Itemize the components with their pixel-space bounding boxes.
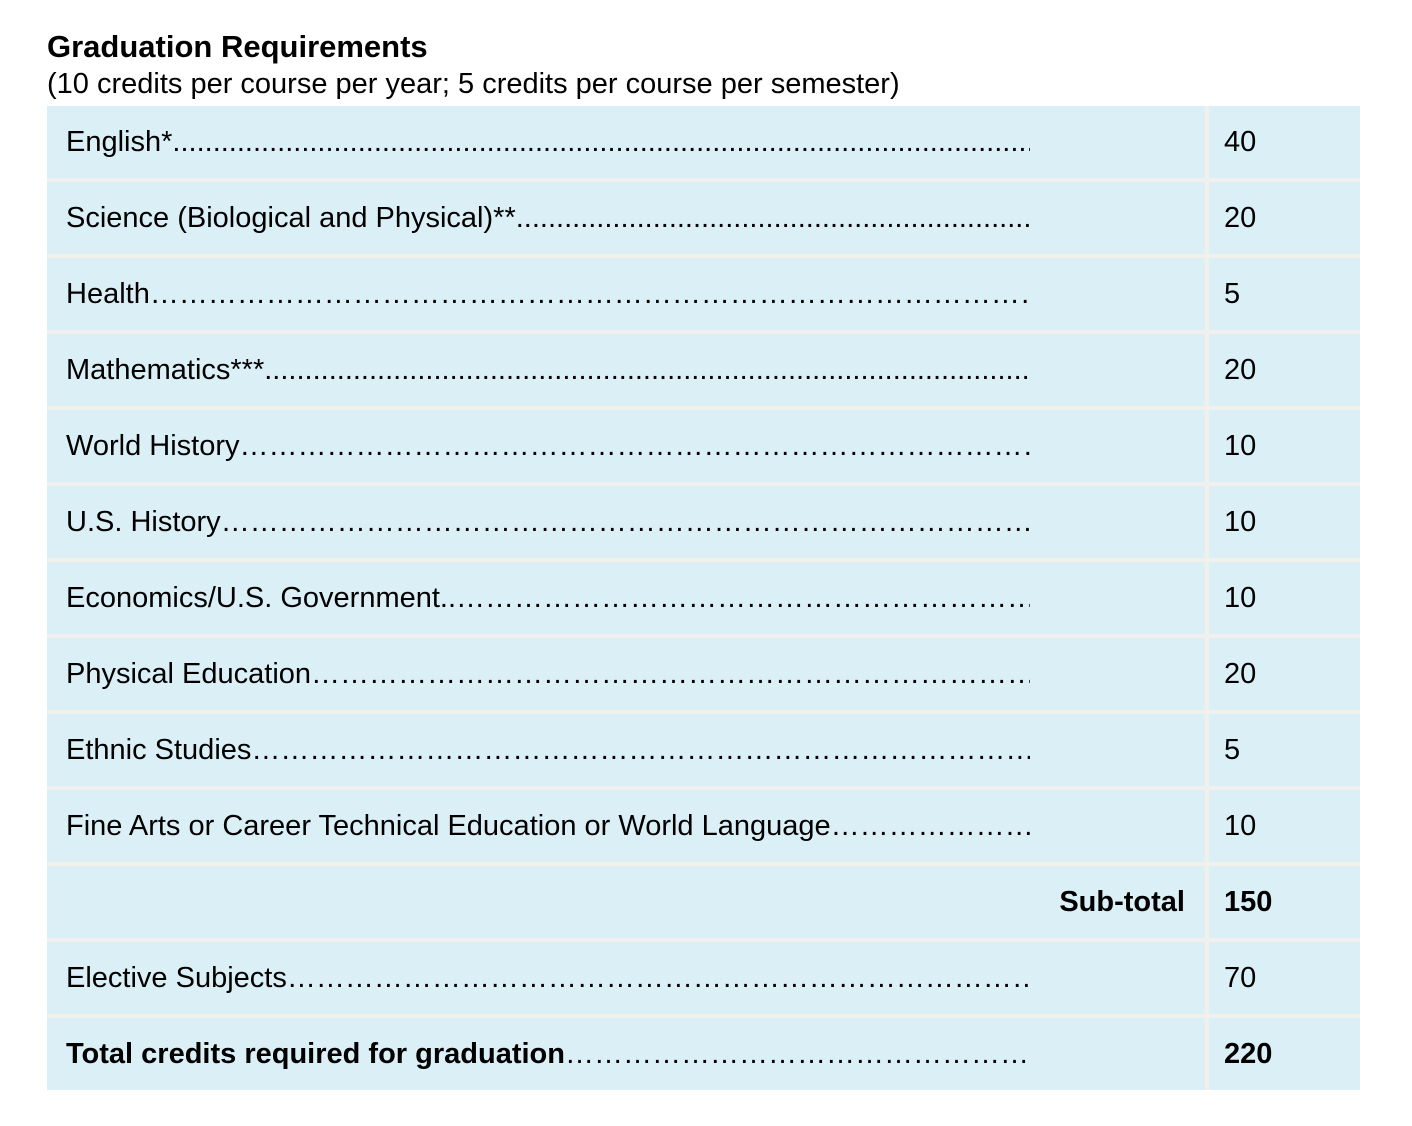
credits-cell: 10: [1209, 562, 1360, 634]
credits-value: 10: [1224, 581, 1257, 614]
dot-leader: ..………………………………………………………………………………………………………: [439, 581, 1030, 614]
table-row: Health……………………………………………………………………………………………: [47, 258, 1360, 330]
table-row: English*................................…: [47, 106, 1360, 178]
course-name-cell: Science (Biological and Physical)**.....…: [47, 182, 1205, 254]
credits-value: 70: [1224, 961, 1257, 994]
course-name-cell: U.S. History……………………………………………………………………………: [47, 486, 1205, 558]
dot-leader: ........................................…: [515, 201, 1030, 234]
table-row: Economics/U.S. Government..……………………………………: [47, 562, 1360, 634]
course-label: Economics/U.S. Government: [66, 581, 440, 614]
table-row: Fine Arts or Career Technical Education …: [47, 790, 1360, 862]
credits-cell: 5: [1209, 258, 1360, 330]
table-row: World History…………………………………………………………………………: [47, 410, 1360, 482]
credits-cell: 20: [1209, 334, 1360, 406]
total-label-cell: Total credits required for graduation…………: [47, 1018, 1205, 1090]
credits-cell: 10: [1209, 790, 1360, 862]
dot-leader: ........................................…: [264, 353, 1030, 386]
course-label: Ethnic Studies: [66, 733, 252, 766]
total-row: Total credits required for graduation…………: [47, 1018, 1360, 1090]
course-name-cell: Physical Education……………………………………………………………: [47, 638, 1205, 710]
credits-cell: 150: [1209, 866, 1360, 938]
course-name-cell: World History…………………………………………………………………………: [47, 410, 1205, 482]
page-title: Graduation Requirements: [47, 29, 428, 64]
course-label: English*: [66, 125, 173, 158]
subtotal-label-cell: Sub-total: [47, 866, 1205, 938]
dot-leader: ……………………………………………………………………………………………………………: [564, 1037, 1030, 1070]
credits-value: 5: [1224, 733, 1241, 766]
table-row: Science (Biological and Physical)**.....…: [47, 182, 1360, 254]
credits-cell: 10: [1209, 486, 1360, 558]
table-row: U.S. History……………………………………………………………………………: [47, 486, 1360, 558]
credits-cell: 5: [1209, 714, 1360, 786]
credits-value: 20: [1224, 201, 1257, 234]
credits-value: 10: [1224, 429, 1257, 462]
requirements-table: English*................................…: [47, 106, 1360, 1090]
course-name-cell: Elective Subjects………………………………………………………………: [47, 942, 1205, 1014]
course-name-cell: Mathematics***..........................…: [47, 334, 1205, 406]
course-name-cell: Ethnic Studies………………………………………………………………………: [47, 714, 1205, 786]
table-row: Elective Subjects………………………………………………………………: [47, 942, 1360, 1014]
course-label: Health: [66, 277, 150, 310]
dot-leader: ……………………………………………………………………………………………………………: [286, 961, 1030, 994]
page-subtitle: (10 credits per course per year; 5 credi…: [47, 68, 900, 100]
total-label: Total credits required for graduation: [66, 1037, 565, 1070]
dot-leader: ……………………………………………………………………………………………………………: [311, 657, 1030, 690]
credits-value: 20: [1224, 657, 1257, 690]
table-row: Mathematics***..........................…: [47, 334, 1360, 406]
subtotal-label: Sub-total: [1059, 885, 1185, 918]
credits-cell: 10: [1209, 410, 1360, 482]
page: Graduation Requirements (10 credits per …: [47, 29, 1360, 1090]
dot-leader: ……………………………………………………………………………………………………………: [220, 505, 1030, 538]
dot-leader: ……………………………………………………………………………………………………………: [149, 277, 1030, 310]
course-name-cell: English*................................…: [47, 106, 1205, 178]
course-name-cell: Fine Arts or Career Technical Education …: [47, 790, 1205, 862]
course-name-cell: Economics/U.S. Government..……………………………………: [47, 562, 1205, 634]
course-name-cell: Health……………………………………………………………………………………………: [47, 258, 1205, 330]
table-row: Physical Education……………………………………………………………: [47, 638, 1360, 710]
credits-value: 40: [1224, 125, 1257, 158]
course-label: World History: [66, 429, 240, 462]
course-label: Fine Arts or Career Technical Education …: [66, 809, 831, 842]
course-label: Science (Biological and Physical)**: [66, 201, 516, 234]
dot-leader: ……………………………………………………………………………………………………………: [239, 429, 1031, 462]
course-label: U.S. History: [66, 505, 221, 538]
subtotal-row: Sub-total 150: [47, 866, 1360, 938]
course-label: Mathematics***: [66, 353, 265, 386]
credits-value: 10: [1224, 809, 1257, 842]
dot-leader: ........................................…: [172, 125, 1030, 158]
dot-leader: ……………………………………………………………………………………………………………: [251, 733, 1030, 766]
credits-cell: 20: [1209, 182, 1360, 254]
table-row: Ethnic Studies………………………………………………………………………: [47, 714, 1360, 786]
total-value: 220: [1224, 1037, 1273, 1070]
credits-cell: 70: [1209, 942, 1360, 1014]
credits-cell: 220: [1209, 1018, 1360, 1090]
credits-cell: 40: [1209, 106, 1360, 178]
credits-value: 5: [1224, 277, 1241, 310]
course-label: Elective Subjects: [66, 961, 287, 994]
dot-leader: ……………………………………………………………………………………………………………: [830, 809, 1030, 842]
subtotal-value: 150: [1224, 885, 1273, 918]
credits-value: 20: [1224, 353, 1257, 386]
course-label: Physical Education: [66, 657, 312, 690]
credits-value: 10: [1224, 505, 1257, 538]
credits-cell: 20: [1209, 638, 1360, 710]
